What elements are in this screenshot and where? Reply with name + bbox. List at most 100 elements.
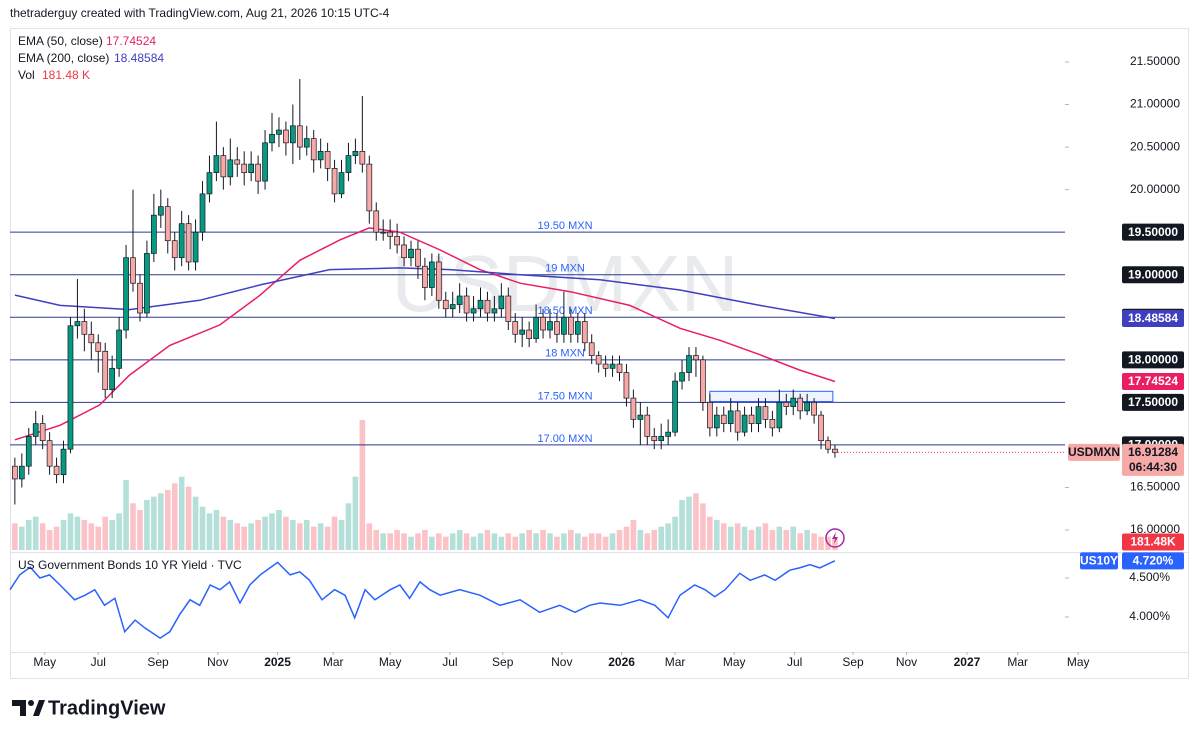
volume-bar	[832, 537, 838, 550]
volume-bar	[470, 536, 477, 550]
candle-body	[658, 436, 665, 442]
level-tag-bg	[1122, 351, 1184, 369]
candle-body	[644, 414, 651, 437]
candle-body	[296, 125, 303, 148]
volume-bar	[498, 536, 505, 550]
y-tick-label: 20.00000	[1130, 182, 1180, 196]
volume-bar	[561, 533, 567, 550]
volume-bar	[290, 520, 296, 550]
volume-bar	[477, 533, 484, 550]
candle-body	[345, 155, 352, 173]
level-tag: 19.50000	[1128, 225, 1178, 239]
logo-text: TradingView	[48, 697, 166, 719]
candle-body	[554, 321, 560, 335]
candle-body	[255, 163, 261, 182]
volume-bar	[748, 530, 755, 550]
volume-bar	[727, 526, 734, 550]
volume-bar	[276, 510, 282, 550]
volume-bar	[241, 526, 248, 550]
volume-bar	[547, 533, 553, 550]
candle-body	[394, 236, 400, 246]
volume-bar	[519, 533, 526, 550]
candle-body	[449, 304, 456, 310]
candle-body	[574, 321, 581, 335]
x-tick-label: Mar	[665, 655, 686, 669]
x-tick-label: Jul	[442, 655, 457, 669]
x-tick-label: Nov	[896, 655, 917, 669]
volume-bar	[741, 526, 748, 550]
volume-bar	[554, 536, 560, 550]
candle-body	[442, 299, 449, 310]
x-tick-label: Nov	[207, 655, 228, 669]
candle-body	[359, 150, 366, 165]
volume-bar	[171, 483, 178, 550]
symbol-tag-bg	[1068, 443, 1120, 461]
bolt	[832, 532, 838, 544]
candle-body	[755, 406, 762, 424]
candle-body	[734, 410, 741, 433]
ema-line	[14, 227, 836, 441]
candle-body	[665, 431, 671, 437]
volume-bar	[39, 523, 46, 550]
candle-body	[408, 248, 414, 259]
volume-bar	[394, 530, 400, 550]
volume-bar	[825, 536, 831, 550]
volume-bar	[595, 533, 602, 550]
volume-bar	[505, 533, 512, 550]
volume-bar	[192, 496, 199, 550]
volume-bar	[255, 520, 261, 550]
volume-bar	[359, 420, 366, 550]
price-tag-bg	[1122, 443, 1184, 461]
legend-value: 18.48584	[114, 51, 164, 65]
price-tag: 16.91284	[1128, 445, 1178, 459]
volume-bar	[776, 526, 783, 550]
y-tick-label: 4.500%	[1129, 570, 1170, 584]
candle-body	[651, 436, 658, 442]
volume-bar	[248, 523, 254, 550]
volume-bar	[109, 520, 115, 550]
candle-body	[637, 414, 644, 420]
x-tick-label: Sep	[842, 655, 864, 669]
candle-body	[283, 129, 289, 144]
candle-body	[435, 261, 442, 301]
volume-bar	[373, 530, 380, 550]
volume-bar	[220, 516, 227, 550]
volume-bar	[32, 516, 39, 550]
volume-bar	[734, 523, 741, 550]
volume-bar	[234, 523, 241, 550]
volume-bar	[442, 536, 449, 550]
candle-body	[456, 295, 463, 305]
candle-body	[776, 402, 783, 429]
volume-bar	[95, 526, 102, 550]
volume-bar	[707, 516, 713, 550]
volume-bar	[164, 490, 171, 550]
y-tick-label: 21.50000	[1130, 54, 1180, 68]
volume-tag-bg	[1122, 533, 1184, 551]
logo-mark	[12, 700, 26, 716]
volume-bar	[206, 513, 213, 550]
candle-body	[241, 163, 248, 173]
volume-bar	[526, 530, 532, 550]
volume-bar	[783, 530, 790, 550]
level-label: 17.50 MXN	[537, 390, 592, 402]
candle-body	[46, 440, 53, 467]
candle-body	[185, 223, 192, 263]
candle-body	[137, 282, 143, 314]
candle-body	[331, 168, 338, 195]
volume-bar	[609, 533, 616, 550]
candle-body	[269, 133, 275, 144]
candle-body	[825, 440, 831, 450]
volume-bar	[616, 530, 623, 550]
volume-bar	[818, 536, 824, 550]
candle-body	[352, 150, 359, 156]
candle-body	[672, 380, 678, 433]
volume-bar	[755, 526, 762, 550]
candle-body	[623, 372, 630, 399]
volume-bar	[540, 530, 546, 550]
candle-body	[602, 363, 609, 369]
candle-body	[32, 423, 39, 437]
pane-title: US Government Bonds 10 YR Yield · TVC	[18, 558, 242, 572]
volume-bar	[60, 520, 67, 550]
ema-tag-bg	[1122, 309, 1184, 327]
volume-bar	[672, 516, 678, 550]
